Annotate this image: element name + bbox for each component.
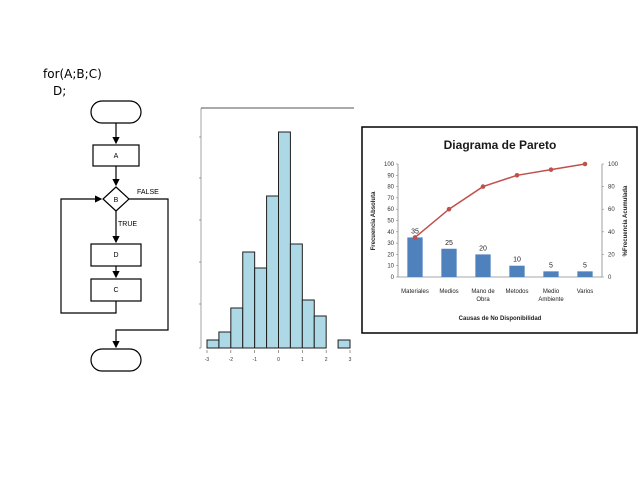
pareto-category-label: Varios bbox=[577, 289, 594, 295]
histogram-bar bbox=[301, 299, 315, 349]
pareto-right-tick-label: 0 bbox=[608, 275, 612, 281]
pareto-title: Diagrama de Pareto bbox=[444, 138, 557, 152]
pareto-category-line: Obra bbox=[476, 297, 490, 303]
histogram-bar bbox=[230, 307, 244, 349]
code-line-body: D; bbox=[53, 84, 67, 98]
pareto-left-tick-label: 90 bbox=[387, 173, 394, 179]
pareto-category-line: Ambiente bbox=[538, 297, 564, 303]
x-tick-label: -1 bbox=[252, 357, 257, 363]
cumulative-point bbox=[446, 206, 452, 212]
start-terminal bbox=[90, 100, 142, 124]
histogram-bar bbox=[313, 315, 327, 349]
pareto-y-axis-label: Frecuencia Absoluta bbox=[371, 191, 377, 250]
cumulative-point bbox=[582, 161, 588, 167]
histogram-bar bbox=[278, 131, 291, 349]
histogram-bar bbox=[206, 339, 220, 349]
pareto-data-label: 5 bbox=[549, 262, 553, 269]
pareto-frame bbox=[361, 126, 638, 334]
pareto-right-tick-label: 20 bbox=[608, 252, 615, 258]
histogram-bar bbox=[254, 267, 268, 349]
pareto-category-label: Medio Ambiente bbox=[538, 289, 564, 303]
node-c-label: C bbox=[113, 287, 118, 294]
loop-back-path bbox=[60, 195, 117, 314]
pareto-data-label: 10 bbox=[513, 257, 521, 264]
pareto-bar bbox=[407, 237, 423, 277]
cumulative-points bbox=[412, 161, 588, 240]
cumulative-point bbox=[514, 173, 520, 178]
pareto-categories: Materiales Medios Mano de Obra Metodos Medio A… bbox=[401, 289, 593, 303]
end-terminal bbox=[90, 348, 142, 372]
pareto-data-label: 20 bbox=[479, 245, 487, 252]
histogram-bar bbox=[218, 331, 232, 349]
pareto-left-tick-label: 100 bbox=[384, 162, 395, 168]
cumulative-point bbox=[412, 235, 418, 240]
histogram-bar bbox=[266, 195, 280, 349]
pareto-bar bbox=[577, 271, 593, 277]
pareto-right-tick-label: 40 bbox=[608, 230, 615, 236]
pareto-bar bbox=[543, 271, 559, 277]
pareto-category-label: Medios bbox=[439, 289, 458, 295]
pareto-data-label: 5 bbox=[583, 262, 587, 269]
histogram-y-ticks bbox=[199, 136, 201, 349]
cumulative-point bbox=[480, 184, 486, 189]
pareto-left-tick-label: 50 bbox=[387, 219, 394, 225]
pareto-category-line: Materiales bbox=[401, 289, 429, 295]
code-line-for: for(A;B;C) bbox=[43, 67, 102, 81]
histogram-bar bbox=[337, 339, 351, 349]
pareto-y2-axis-label: %Frecuencia Acumulada bbox=[623, 185, 629, 256]
pareto-category-label: Materiales bbox=[401, 289, 429, 295]
pareto-bars bbox=[407, 237, 593, 277]
node-d-label: D bbox=[113, 252, 118, 259]
pareto-left-tick-label: 40 bbox=[387, 230, 394, 236]
pareto-bar bbox=[475, 254, 491, 277]
x-tick-label: -3 bbox=[205, 357, 210, 363]
pareto-category-line: Medio bbox=[543, 289, 560, 295]
cumulative-line bbox=[414, 163, 586, 239]
cumulative-point bbox=[548, 167, 554, 172]
histogram-bar bbox=[289, 243, 303, 349]
pareto-right-tick-label: 100 bbox=[608, 162, 619, 168]
pareto-x-axis-label: Causas de No Disponibilidad bbox=[459, 316, 542, 322]
true-label: TRUE bbox=[118, 221, 137, 228]
x-tick-label: 1 bbox=[301, 357, 304, 363]
pareto-left-tick-label: 70 bbox=[387, 196, 394, 202]
histogram-chart: -3 -2 -1 0 1 2 3 bbox=[199, 107, 354, 363]
pareto-left-tick-label: 10 bbox=[387, 264, 394, 270]
pareto-category-line: Mano de bbox=[471, 289, 495, 295]
pareto-category-line: Varios bbox=[577, 289, 594, 295]
pareto-left-tick-label: 60 bbox=[387, 207, 394, 213]
pareto-data-label: 35 bbox=[411, 228, 419, 235]
pareto-category-line: Medios bbox=[439, 289, 458, 295]
x-tick-label: 3 bbox=[349, 357, 352, 363]
pareto-data-label: 25 bbox=[445, 240, 453, 247]
x-tick-label: 0 bbox=[277, 357, 280, 363]
pareto-category-line: Metodos bbox=[505, 289, 528, 295]
pareto-bar bbox=[441, 248, 457, 277]
pareto-right-tick-label: 80 bbox=[608, 185, 615, 191]
histogram-bar bbox=[242, 251, 256, 349]
pareto-category-label: Mano de Obra bbox=[471, 289, 495, 303]
false-exit-path bbox=[112, 198, 169, 349]
node-a-label: A bbox=[114, 153, 119, 160]
pareto-left-ticks: 0 10 20 30 40 50 60 70 80 90 100 bbox=[384, 162, 398, 281]
pareto-left-tick-label: 0 bbox=[391, 275, 395, 281]
false-label: FALSE bbox=[137, 189, 159, 196]
pareto-category-label: Metodos bbox=[505, 289, 528, 295]
pareto-left-tick-label: 20 bbox=[387, 252, 394, 258]
decision-b-label: B bbox=[114, 197, 119, 204]
x-tick-label: -2 bbox=[229, 357, 234, 363]
flowchart: A B TRUE D C FALSE bbox=[60, 100, 169, 372]
pareto-bar bbox=[509, 265, 525, 277]
pareto-chart: Diagrama de Pareto 010203040506070809010… bbox=[361, 126, 638, 334]
pareto-right-tick-label: 60 bbox=[608, 207, 615, 213]
x-tick-label: 2 bbox=[325, 357, 328, 363]
pareto-data-labels: 35 25 20 10 5 5 bbox=[411, 228, 587, 269]
histogram-bars bbox=[206, 131, 351, 349]
histogram-x-ticks: -3 -2 -1 0 1 2 3 bbox=[205, 350, 352, 363]
pareto-left-tick-label: 30 bbox=[387, 241, 394, 247]
pareto-left-tick-label: 80 bbox=[387, 185, 394, 191]
